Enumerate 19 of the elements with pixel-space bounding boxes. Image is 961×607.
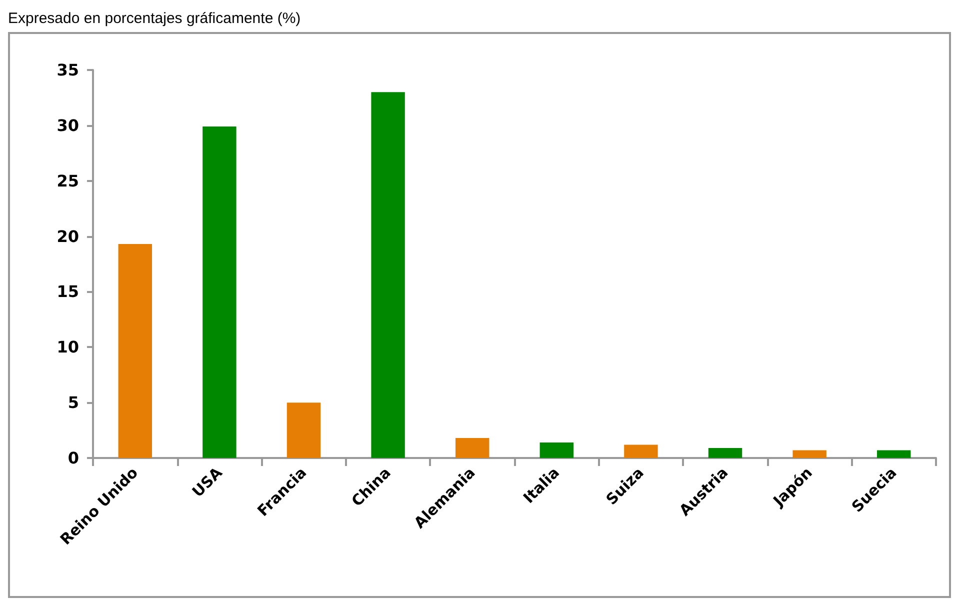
bar [455,438,490,458]
y-tick-label: 0 [68,448,79,468]
bar [118,244,152,458]
bar [371,92,405,458]
bar [792,450,826,458]
chart-title: Expresado en porcentajes gráficamente (%) [8,9,302,29]
y-tick-label: 5 [68,393,79,412]
bar [202,126,236,458]
y-tick-label: 30 [56,116,79,135]
bar [286,402,321,458]
bar [708,448,742,458]
y-tick-label: 10 [56,338,79,357]
bar [876,450,911,458]
bar [540,442,574,458]
y-tick-label: 15 [56,282,79,302]
y-tick-label: 35 [56,60,79,80]
y-tick-label: 20 [56,226,79,246]
y-tick-label: 25 [56,171,79,190]
bar [624,444,658,458]
